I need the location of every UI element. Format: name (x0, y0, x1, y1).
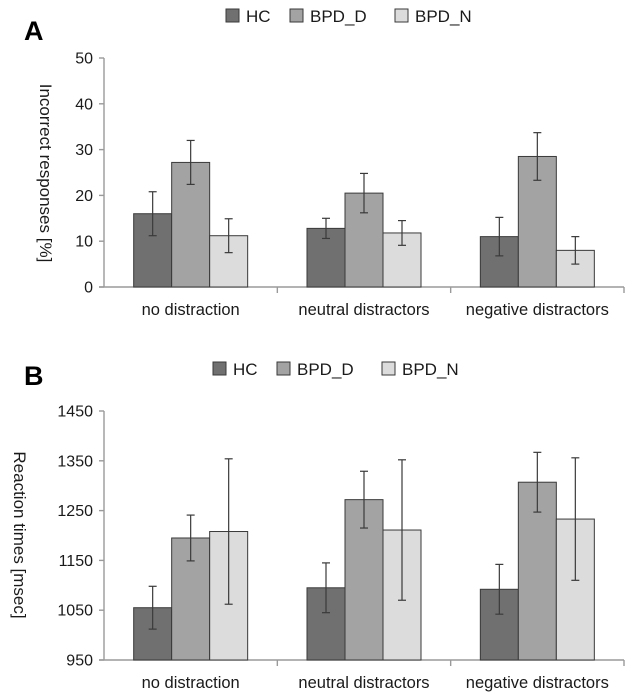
panel-a-letter: A (24, 16, 44, 46)
panel-b-legend-label-bpd-n: BPD_N (402, 360, 459, 379)
panel-a-category-label: neutral distractors (298, 301, 429, 319)
panel-b-legend-swatch-bpd-d (276, 361, 291, 376)
panel-b-legend-swatch-bpd-n (381, 361, 396, 376)
panel-b-category-label: negative distractors (466, 674, 609, 692)
panel-b-y-tick-label: 1050 (57, 603, 93, 620)
panel-a-legend-label-bpd-d: BPD_D (310, 7, 367, 26)
panel-b-y-axis-label: Reaction times [msec] (10, 451, 29, 618)
panel-a-y-axis-label: Incorrect responses [%] (36, 84, 55, 263)
panel-a-category-label: no distraction (142, 301, 240, 319)
panel-b-legend-label-bpd-d: BPD_D (297, 360, 354, 379)
panel-b-letter: B (24, 361, 44, 391)
panel-a-y-tick-label: 30 (75, 142, 93, 159)
panel-a-y-tick-label: 10 (75, 234, 93, 251)
panel-b-y-tick-label: 1450 (57, 404, 93, 421)
panel-a-y-tick-label: 40 (75, 96, 93, 113)
panel-b-legend-swatch-hc (212, 361, 227, 376)
panel-a-y-tick-label: 20 (75, 188, 93, 205)
panel-a-legend-swatch-bpd-n (394, 8, 409, 23)
panel-b-category-label: no distraction (142, 674, 240, 692)
panel-a-y-tick-label: 0 (84, 280, 93, 297)
panel-a-legend-swatch-hc (225, 8, 240, 23)
panel-a-legend-swatch-bpd-d (289, 8, 304, 23)
panel-b-y-tick-label: 1250 (57, 503, 93, 520)
panel-b-y-tick-label: 950 (66, 653, 93, 670)
panel-b-y-tick-label: 1350 (57, 453, 93, 470)
panel-b-category-label: neutral distractors (298, 674, 429, 692)
panel-a-bar-bpd-d (344, 192, 384, 288)
panel-a-category-label: negative distractors (466, 301, 609, 319)
panel-a-legend-label-bpd-n: BPD_N (415, 7, 472, 26)
panel-b-y-tick-label: 1150 (59, 553, 94, 570)
panel-a-legend-label-hc: HC (246, 7, 271, 26)
panel-a: A Incorrect responses [%] 0 10 20 30 40 50 no … (24, 7, 625, 319)
panel-b-legend-label-hc: HC (233, 360, 258, 379)
panel-b: B Reaction times [msec] 950 1050 1150 1250 1… (10, 360, 625, 692)
panel-a-y-tick-label: 50 (75, 51, 93, 68)
